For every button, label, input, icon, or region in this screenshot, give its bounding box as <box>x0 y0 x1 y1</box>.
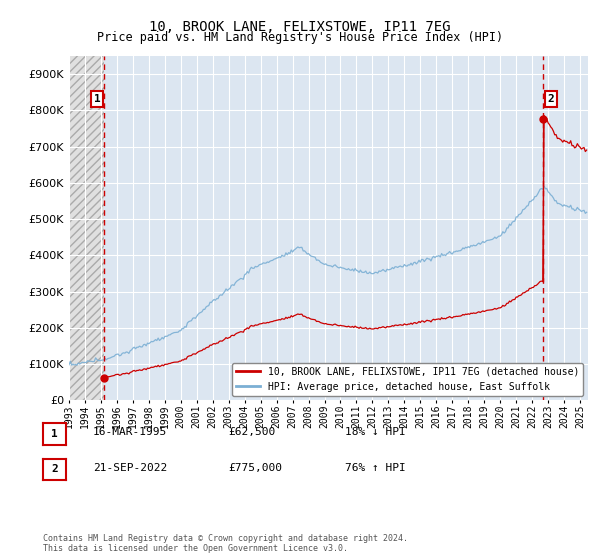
Text: Contains HM Land Registry data © Crown copyright and database right 2024.
This d: Contains HM Land Registry data © Crown c… <box>43 534 408 553</box>
Text: 21-SEP-2022: 21-SEP-2022 <box>93 463 167 473</box>
Text: Price paid vs. HM Land Registry's House Price Index (HPI): Price paid vs. HM Land Registry's House … <box>97 31 503 44</box>
Text: 2: 2 <box>51 464 58 474</box>
Legend: 10, BROOK LANE, FELIXSTOWE, IP11 7EG (detached house), HPI: Average price, detac: 10, BROOK LANE, FELIXSTOWE, IP11 7EG (de… <box>232 363 583 395</box>
Text: 1: 1 <box>94 94 101 104</box>
Text: 16-MAR-1995: 16-MAR-1995 <box>93 427 167 437</box>
Text: £62,500: £62,500 <box>228 427 275 437</box>
Text: £775,000: £775,000 <box>228 463 282 473</box>
Text: 18% ↓ HPI: 18% ↓ HPI <box>345 427 406 437</box>
Text: 10, BROOK LANE, FELIXSTOWE, IP11 7EG: 10, BROOK LANE, FELIXSTOWE, IP11 7EG <box>149 20 451 34</box>
Text: 2: 2 <box>547 94 554 104</box>
Text: 76% ↑ HPI: 76% ↑ HPI <box>345 463 406 473</box>
Text: 1: 1 <box>51 429 58 439</box>
